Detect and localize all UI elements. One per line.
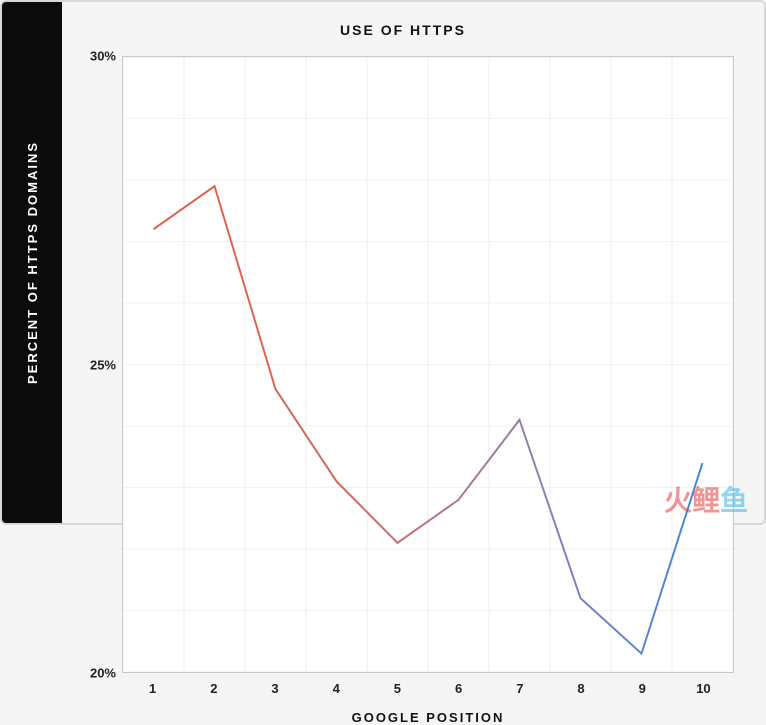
y-tick: 20%	[90, 666, 116, 681]
x-tick: 4	[306, 673, 367, 696]
chart-frame: PERCENT OF HTTPS DOMAINS USE OF HTTPS 30…	[0, 0, 766, 525]
y-tick: 30%	[90, 49, 116, 64]
y-tick: 25%	[90, 357, 116, 372]
x-ticks: 12345678910	[122, 673, 734, 696]
plot-area	[122, 56, 734, 673]
plot-svg	[123, 57, 733, 672]
y-ticks: 30% 25% 20%	[72, 56, 122, 673]
x-tick: 8	[550, 673, 611, 696]
x-tick: 6	[428, 673, 489, 696]
y-axis-label: PERCENT OF HTTPS DOMAINS	[25, 141, 40, 384]
x-tick: 2	[183, 673, 244, 696]
x-tick: 1	[122, 673, 183, 696]
x-tick: 5	[367, 673, 428, 696]
y-axis-band: PERCENT OF HTTPS DOMAINS	[2, 2, 62, 523]
chart-body: USE OF HTTPS 30% 25% 20% 12345678910 GOO…	[62, 2, 764, 523]
x-tick: 7	[489, 673, 550, 696]
x-tick: 10	[673, 673, 734, 696]
x-axis-label: GOOGLE POSITION	[122, 710, 734, 725]
plot-wrap: 30% 25% 20%	[72, 56, 734, 673]
x-tick: 3	[244, 673, 305, 696]
grid	[123, 57, 733, 672]
x-tick: 9	[612, 673, 673, 696]
chart-title: USE OF HTTPS	[72, 22, 734, 38]
